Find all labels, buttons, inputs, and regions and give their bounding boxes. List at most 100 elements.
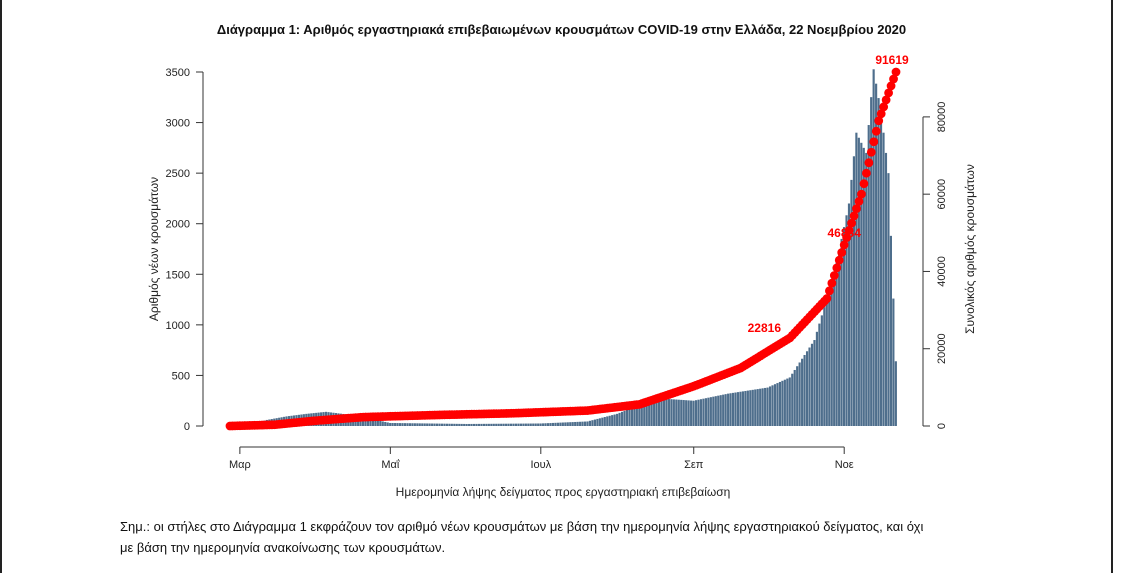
bar-daily-cases [381, 421, 384, 426]
bar-daily-cases [749, 390, 752, 426]
bar-daily-cases [761, 388, 764, 426]
bar-daily-cases [556, 422, 559, 426]
bar-daily-cases [699, 399, 703, 426]
y-tick-label-left: 3000 [166, 118, 190, 130]
bar-daily-cases [591, 420, 594, 426]
bar-daily-cases [598, 418, 601, 426]
cumulative-point [829, 271, 839, 280]
cumulative-point [827, 278, 837, 288]
y-tick-label-right: 60000 [936, 179, 948, 210]
bar-daily-cases [581, 421, 584, 426]
bar-daily-cases [628, 408, 631, 426]
bar-daily-cases [667, 399, 670, 426]
bar-daily-cases [571, 422, 574, 426]
cumulative-point [825, 286, 834, 296]
cumulative-annotation: 22816 [748, 321, 782, 335]
bar-daily-cases [386, 422, 389, 426]
bar-daily-cases [786, 378, 789, 426]
bar-daily-cases [887, 173, 890, 426]
cumulative-point [889, 74, 898, 84]
bar-daily-cases [857, 137, 860, 427]
bar-daily-cases [672, 399, 675, 426]
cumulative-point [837, 248, 847, 257]
bar-daily-cases [648, 402, 651, 426]
bar-daily-cases [719, 395, 722, 426]
bar-daily-cases [369, 418, 372, 426]
bar-daily-cases [727, 393, 730, 426]
bar-daily-cases [616, 413, 619, 426]
bar-daily-cases [401, 423, 404, 426]
bar-daily-cases [643, 403, 646, 426]
bar-daily-cases [438, 423, 441, 426]
bar-daily-cases [509, 423, 513, 426]
bar-daily-cases [492, 423, 495, 426]
bar-daily-cases [776, 383, 779, 426]
bar-daily-cases [712, 396, 715, 426]
bar-daily-cases [514, 423, 518, 426]
bar-daily-cases [532, 423, 535, 426]
bar-daily-cases [754, 389, 757, 426]
cumulative-point [884, 88, 893, 98]
bar-daily-cases [714, 396, 717, 426]
bar-daily-cases [635, 405, 638, 426]
cumulative-annotation: 91619 [875, 53, 909, 67]
y-tick-label-left: 2500 [166, 168, 190, 180]
cumulative-point [891, 67, 901, 77]
bar-daily-cases [764, 387, 767, 426]
bar-daily-cases [487, 423, 490, 426]
bar-daily-cases [662, 398, 666, 426]
bar-daily-cases [379, 420, 382, 426]
cumulative-point [866, 147, 876, 157]
bar-daily-cases [450, 423, 453, 426]
bar-daily-cases [435, 423, 439, 426]
bar-daily-cases [472, 423, 476, 426]
bar-daily-cases [507, 423, 510, 426]
bar-daily-cases [838, 250, 841, 426]
bar-daily-cases [677, 399, 680, 426]
bar-daily-cases [588, 420, 592, 426]
bar-daily-cases [549, 423, 552, 426]
cumulative-point [859, 179, 869, 189]
bar-daily-cases [519, 423, 522, 426]
bar-daily-cases [741, 391, 744, 426]
cumulative-point [852, 204, 861, 214]
bar-daily-cases [445, 423, 448, 426]
bar-daily-cases [675, 399, 678, 426]
bar-daily-cases [613, 414, 616, 426]
bar-daily-cases [771, 385, 774, 426]
bar-daily-cases [877, 98, 880, 426]
bar-daily-cases [620, 411, 624, 426]
bar-daily-cases [418, 423, 421, 426]
y-tick-label-left: 500 [172, 370, 190, 382]
bar-daily-cases [894, 361, 897, 426]
bar-daily-cases [660, 399, 663, 426]
bar-daily-cases [692, 400, 695, 426]
y-axis-label-left: Αριθμός νέων κρουσμάτων [147, 177, 161, 321]
cumulative-point [864, 158, 874, 168]
bar-daily-cases [815, 331, 818, 426]
bar-daily-cases [465, 423, 468, 426]
bar-daily-cases [453, 423, 456, 426]
y-tick-label-left: 3500 [166, 67, 190, 79]
bar-daily-cases [825, 298, 828, 426]
bar-daily-cases [534, 423, 537, 426]
bar-daily-cases [682, 400, 685, 426]
bar-daily-cases [601, 417, 604, 426]
x-axis-label: Ημερομηνία λήψης δείγματος προς εργαστηρ… [396, 485, 731, 499]
bar-daily-cases [539, 423, 542, 426]
bar-daily-cases [433, 423, 436, 426]
bar-daily-cases [596, 418, 599, 426]
cumulative-point [869, 137, 879, 147]
bar-daily-cases [685, 400, 688, 426]
bar-daily-cases [559, 422, 562, 426]
bar-daily-cases [475, 423, 478, 426]
page-left-border [0, 0, 2, 573]
bar-daily-cases [680, 399, 683, 426]
bar-daily-cases [793, 369, 796, 426]
bar-daily-cases [512, 423, 515, 426]
bar-daily-cases [796, 366, 799, 426]
bar-daily-cases [645, 402, 648, 426]
bar-daily-cases [709, 397, 712, 426]
x-tick-label: Μαΐ [381, 459, 400, 471]
bar-daily-cases [411, 423, 414, 426]
